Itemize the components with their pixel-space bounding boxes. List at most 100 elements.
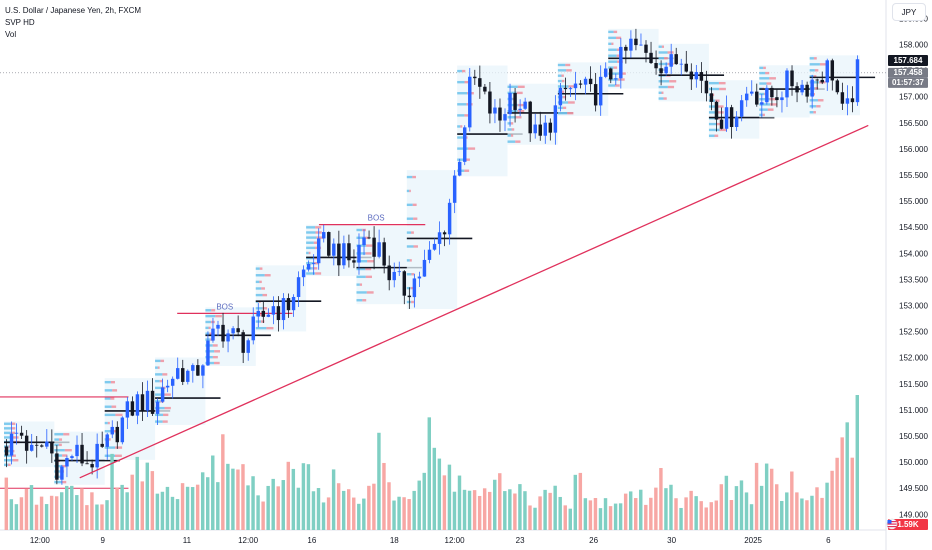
profile-bar bbox=[365, 244, 373, 247]
profile-bar bbox=[4, 431, 11, 435]
profile-bar bbox=[812, 93, 815, 96]
profile-bar bbox=[766, 82, 772, 85]
profile-bar bbox=[306, 246, 316, 250]
profile-bar bbox=[366, 291, 374, 294]
profile-bar bbox=[104, 405, 112, 408]
candle-body bbox=[407, 295, 412, 298]
profile-bar bbox=[507, 122, 511, 125]
candle-body bbox=[60, 466, 64, 480]
indicator-volume-label[interactable]: Vol bbox=[5, 30, 17, 39]
profile-bar bbox=[464, 114, 470, 117]
symbol-title[interactable]: U.S. Dollar / Japanese Yen, 2h, FXCM bbox=[5, 6, 142, 15]
candle-body bbox=[724, 107, 729, 129]
profile-bar bbox=[54, 449, 65, 452]
profile-bar bbox=[467, 147, 476, 150]
profile-bar bbox=[765, 71, 770, 75]
candle-body bbox=[709, 93, 714, 102]
profile-bar bbox=[108, 438, 111, 441]
volume-bar bbox=[639, 489, 643, 530]
candle-body bbox=[518, 108, 522, 110]
profile-bar bbox=[4, 454, 12, 457]
profile-bar bbox=[406, 259, 410, 262]
profile-bar bbox=[356, 260, 368, 263]
volume-bar bbox=[90, 492, 94, 530]
volume-bar bbox=[462, 489, 467, 530]
profile-bar bbox=[809, 81, 820, 84]
bos-label: BOS bbox=[216, 302, 233, 311]
price-tick-label: 149.500 bbox=[899, 484, 928, 493]
candle-body bbox=[785, 70, 789, 98]
candle-body bbox=[508, 93, 512, 115]
profile-bar bbox=[759, 108, 768, 111]
profile-bar bbox=[413, 217, 418, 220]
profile-bar bbox=[412, 203, 417, 207]
profile-bar bbox=[608, 48, 617, 51]
currency-button[interactable]: JPY bbox=[892, 3, 926, 21]
candle-body bbox=[65, 458, 69, 467]
candle-body bbox=[805, 84, 809, 97]
time-tick-label: 30 bbox=[667, 536, 676, 545]
candle-body bbox=[100, 443, 104, 447]
volume-bar bbox=[840, 437, 844, 530]
profile-bar bbox=[264, 274, 271, 277]
flag-canton bbox=[887, 520, 892, 524]
volume-bar bbox=[679, 507, 683, 530]
profile-bar bbox=[4, 459, 13, 462]
volume-bar bbox=[95, 504, 99, 530]
candle-body bbox=[281, 298, 286, 321]
candle-body bbox=[503, 114, 507, 121]
candle-body bbox=[412, 278, 417, 298]
profile-bar bbox=[507, 128, 512, 131]
volume-bar bbox=[150, 471, 155, 530]
profile-bar bbox=[58, 443, 62, 447]
profile-bar bbox=[255, 326, 267, 330]
time-tick-label: 2025 bbox=[744, 536, 762, 545]
profile-bar bbox=[759, 82, 767, 85]
candle-body bbox=[478, 78, 482, 87]
profile-bar bbox=[406, 189, 410, 193]
profile-bar bbox=[104, 446, 116, 449]
profile-bar bbox=[110, 380, 115, 384]
profile-bar bbox=[809, 111, 814, 114]
price-tick-label: 154.000 bbox=[899, 249, 928, 258]
profile-bar bbox=[212, 344, 218, 347]
candle-body bbox=[105, 434, 109, 447]
candle-body bbox=[291, 296, 296, 311]
indicator-svp-label[interactable]: SVP HD bbox=[5, 18, 35, 27]
volume-bar bbox=[246, 485, 250, 530]
profile-bar bbox=[266, 326, 274, 330]
profile-bar bbox=[615, 36, 622, 40]
volume-bar bbox=[135, 456, 139, 530]
profile-bar bbox=[12, 436, 19, 439]
profile-bar bbox=[813, 57, 817, 60]
profile-bar bbox=[708, 128, 720, 132]
candle-body bbox=[387, 265, 391, 281]
upper-price-badge: 157.684 bbox=[894, 56, 923, 65]
candle-body bbox=[296, 277, 301, 297]
profile-bar bbox=[457, 92, 468, 95]
profile-bar bbox=[255, 274, 265, 277]
candle-body bbox=[488, 91, 492, 114]
profile-bar bbox=[608, 84, 616, 87]
price-tick-label: 151.000 bbox=[899, 406, 928, 415]
profile-bar bbox=[262, 293, 268, 297]
profile-bar bbox=[759, 66, 764, 70]
volume-bar bbox=[749, 504, 754, 530]
candle-body bbox=[729, 107, 734, 127]
volume-bar bbox=[326, 497, 331, 530]
price-tick-label: 156.000 bbox=[899, 145, 928, 154]
volume-bar bbox=[301, 463, 306, 530]
volume-bar bbox=[654, 487, 658, 530]
candle-body bbox=[75, 444, 79, 457]
profile-bar bbox=[658, 80, 670, 83]
volume-bar bbox=[790, 471, 794, 530]
candle-body bbox=[598, 76, 603, 106]
profile-bar bbox=[715, 99, 720, 102]
profile-bar bbox=[54, 438, 59, 441]
time-tick-label: 16 bbox=[307, 536, 316, 545]
candle-body bbox=[251, 316, 255, 341]
profile-bar bbox=[155, 359, 161, 363]
candle-body bbox=[322, 232, 326, 239]
